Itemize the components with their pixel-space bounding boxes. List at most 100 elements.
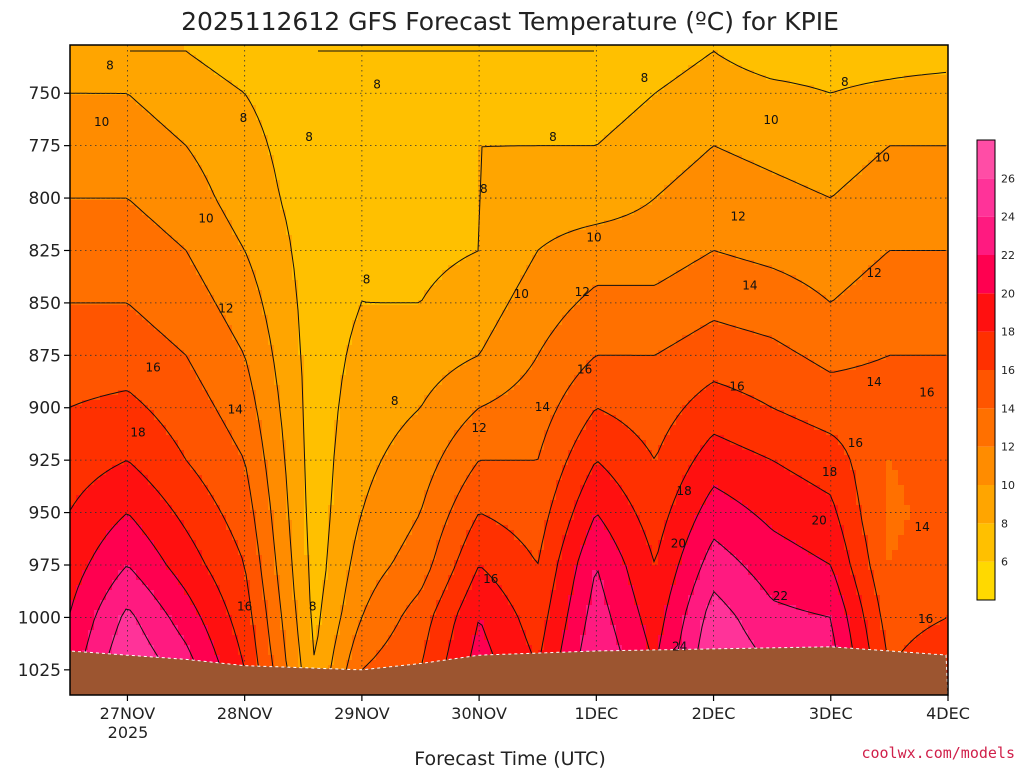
temperature-cell xyxy=(160,450,167,456)
temperature-cell xyxy=(202,445,209,451)
temperature-cell xyxy=(124,465,131,471)
temperature-cell xyxy=(226,195,233,201)
temperature-cell xyxy=(286,400,293,406)
temperature-cell xyxy=(268,315,275,321)
temperature-cell xyxy=(112,305,119,311)
temperature-cell xyxy=(160,420,167,426)
temperature-cell xyxy=(226,275,233,281)
temperature-cell xyxy=(124,115,131,121)
temperature-cell xyxy=(226,205,233,211)
temperature-cell xyxy=(76,125,83,131)
temperature-cell xyxy=(202,210,209,216)
temperature-cell xyxy=(190,500,197,506)
temperature-cell xyxy=(250,165,257,171)
temperature-cell xyxy=(154,170,161,176)
temperature-cell xyxy=(262,255,269,261)
temperature-cell xyxy=(136,510,143,516)
temperature-cell xyxy=(250,560,257,566)
temperature-cell xyxy=(160,195,167,201)
temperature-cell xyxy=(184,150,191,156)
temperature-cell xyxy=(220,310,227,316)
temperature-cell xyxy=(94,415,101,421)
temperature-cell xyxy=(130,205,137,211)
temperature-cell xyxy=(190,70,197,76)
temperature-cell xyxy=(262,165,269,171)
temperature-cell xyxy=(274,315,281,321)
temperature-cell xyxy=(292,205,299,211)
temperature-cell xyxy=(292,130,299,136)
temperature-cell xyxy=(280,280,287,286)
temperature-cell xyxy=(172,115,179,121)
temperature-cell xyxy=(88,200,95,206)
temperature-cell xyxy=(196,645,203,651)
temperature-cell xyxy=(184,445,191,451)
temperature-cell xyxy=(262,365,269,371)
temperature-cell xyxy=(172,250,179,256)
temperature-cell xyxy=(280,310,287,316)
temperature-cell xyxy=(82,570,89,576)
temperature-cell xyxy=(82,275,89,281)
temperature-cell xyxy=(196,635,203,641)
temperature-cell xyxy=(190,280,197,286)
temperature-cell xyxy=(244,590,251,596)
temperature-cell xyxy=(160,135,167,141)
temperature-cell xyxy=(112,150,119,156)
temperature-cell xyxy=(106,575,113,581)
temperature-cell xyxy=(82,345,89,351)
temperature-cell xyxy=(88,340,95,346)
temperature-cell xyxy=(220,305,227,311)
temperature-cell xyxy=(154,395,161,401)
temperature-cell xyxy=(118,580,125,586)
temperature-cell xyxy=(286,580,293,586)
temperature-cell xyxy=(268,490,275,496)
temperature-cell xyxy=(220,175,227,181)
temperature-cell xyxy=(184,495,191,501)
temperature-cell xyxy=(238,70,245,76)
temperature-cell xyxy=(172,135,179,141)
temperature-cell xyxy=(214,150,221,156)
temperature-cell xyxy=(238,650,245,656)
temperature-cell xyxy=(130,175,137,181)
temperature-cell xyxy=(208,465,215,471)
temperature-cell xyxy=(184,605,191,611)
temperature-cell xyxy=(130,335,137,341)
temperature-cell xyxy=(232,595,239,601)
temperature-cell xyxy=(154,590,161,596)
temperature-cell xyxy=(100,375,107,381)
temperature-cell xyxy=(250,565,257,571)
temperature-cell xyxy=(136,75,143,81)
temperature-cell xyxy=(70,545,77,551)
temperature-cell xyxy=(292,395,299,401)
temperature-cell xyxy=(244,170,251,176)
temperature-cell xyxy=(76,310,83,316)
temperature-cell xyxy=(70,555,77,561)
temperature-cell xyxy=(196,195,203,201)
temperature-cell xyxy=(232,310,239,316)
temperature-cell xyxy=(118,450,125,456)
temperature-cell xyxy=(142,565,149,571)
temperature-cell xyxy=(286,135,293,141)
temperature-cell xyxy=(178,90,185,96)
temperature-cell xyxy=(184,200,191,206)
temperature-cell xyxy=(118,430,125,436)
temperature-cell xyxy=(292,630,299,636)
temperature-cell xyxy=(190,60,197,66)
temperature-cell xyxy=(100,395,107,401)
temperature-cell xyxy=(220,470,227,476)
temperature-cell xyxy=(184,70,191,76)
temperature-cell xyxy=(250,360,257,366)
temperature-cell xyxy=(214,450,221,456)
temperature-cell xyxy=(262,610,269,616)
temperature-cell xyxy=(208,210,215,216)
temperature-cell xyxy=(124,300,131,306)
temperature-cell xyxy=(286,370,293,376)
temperature-cell xyxy=(298,150,305,156)
temperature-cell xyxy=(226,100,233,106)
temperature-cell xyxy=(76,480,83,486)
temperature-cell xyxy=(100,435,107,441)
temperature-cell xyxy=(142,435,149,441)
temperature-cell xyxy=(100,530,107,536)
temperature-cell xyxy=(148,60,155,66)
temperature-cell xyxy=(118,600,125,606)
temperature-cell xyxy=(124,65,131,71)
